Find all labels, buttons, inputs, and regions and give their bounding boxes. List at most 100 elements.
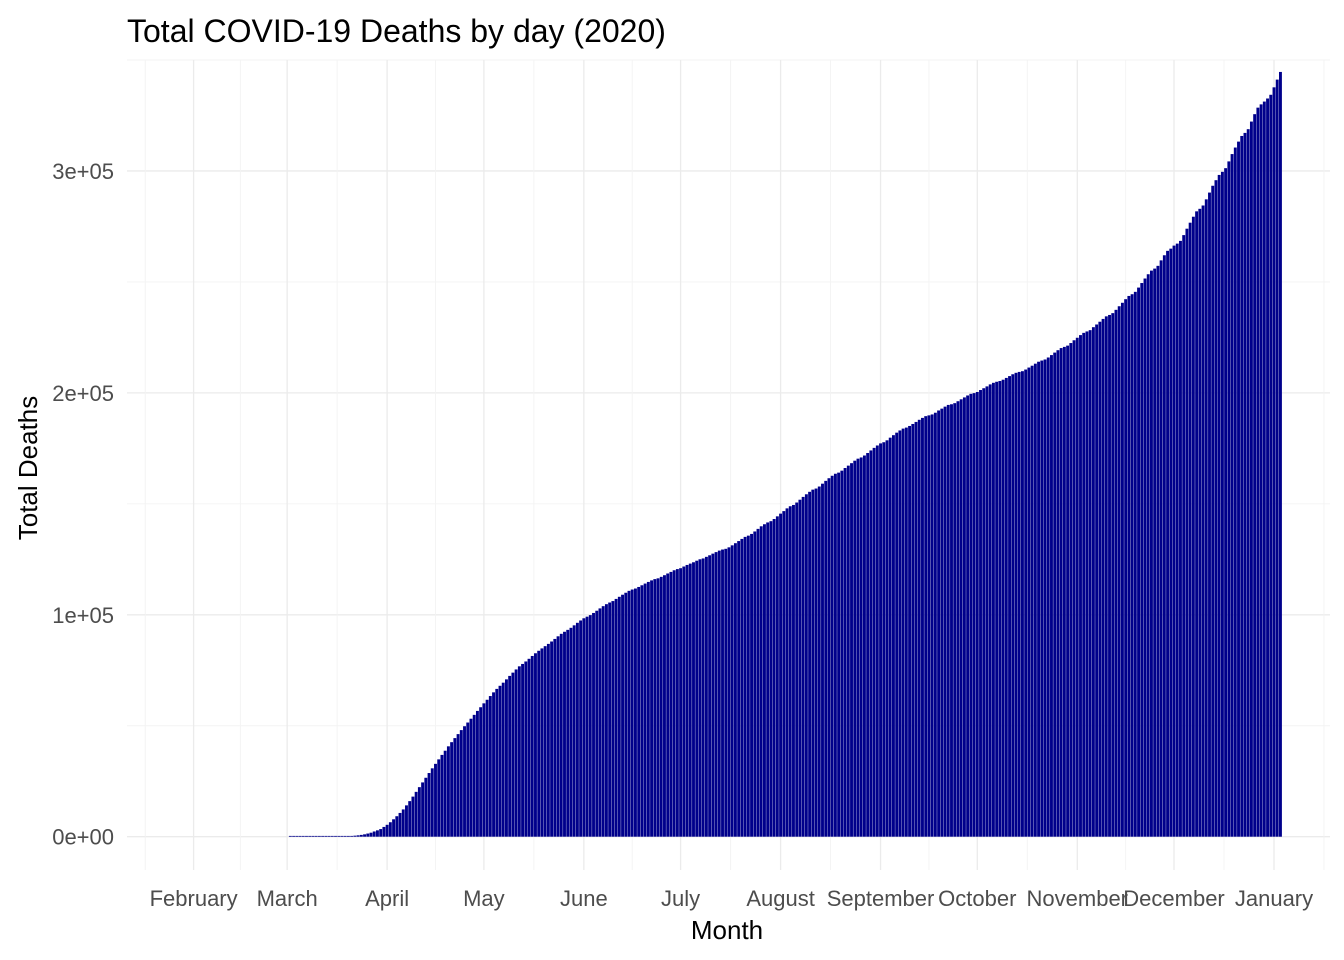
- bar: [556, 636, 560, 837]
- y-axis-title: Total Deaths: [13, 396, 43, 541]
- bar: [953, 403, 957, 837]
- bar: [1179, 240, 1182, 837]
- bar: [1253, 114, 1257, 837]
- bar: [608, 602, 612, 837]
- bar: [656, 578, 660, 837]
- bar: [911, 423, 915, 837]
- bar: [727, 547, 731, 837]
- bar: [398, 812, 402, 837]
- y-tick-label: 0e+00: [52, 825, 114, 850]
- bar: [801, 496, 805, 837]
- x-tick-label: April: [365, 886, 409, 911]
- bar: [446, 746, 450, 837]
- bar: [617, 596, 621, 837]
- bar: [1130, 294, 1134, 837]
- bar: [969, 393, 973, 837]
- bar: [508, 675, 512, 837]
- bar: [672, 570, 676, 837]
- bar: [585, 616, 589, 837]
- bar: [779, 513, 783, 837]
- bar: [846, 465, 850, 837]
- bar: [434, 763, 437, 837]
- bar: [962, 397, 966, 837]
- bar: [601, 606, 605, 837]
- bar: [972, 393, 976, 837]
- x-tick-label: December: [1123, 886, 1224, 911]
- bar: [421, 782, 425, 837]
- bar: [511, 672, 515, 837]
- bar: [933, 412, 937, 837]
- bar: [1169, 248, 1173, 837]
- bar: [530, 655, 534, 837]
- bar: [927, 415, 931, 837]
- bar: [1191, 216, 1195, 837]
- bar: [1162, 255, 1166, 837]
- bar: [1266, 98, 1269, 837]
- bar: [750, 533, 753, 837]
- bar: [756, 528, 760, 837]
- bar: [908, 425, 912, 837]
- bar: [1021, 371, 1024, 837]
- bar: [295, 835, 299, 837]
- bar: [1188, 222, 1192, 837]
- bar: [872, 447, 876, 837]
- bar: [524, 661, 528, 837]
- bar: [317, 835, 321, 837]
- bar: [334, 835, 337, 837]
- bar: [688, 563, 692, 837]
- bar: [1150, 270, 1153, 837]
- bar: [1269, 94, 1273, 837]
- bar: [998, 381, 1002, 837]
- bar: [376, 830, 379, 837]
- bar: [833, 473, 837, 837]
- bar: [1224, 168, 1228, 837]
- bar: [469, 718, 473, 837]
- bar: [1053, 352, 1057, 837]
- x-tick-label: September: [827, 886, 935, 911]
- bar: [995, 381, 999, 837]
- bar: [485, 699, 489, 837]
- bar: [466, 722, 470, 837]
- bar: [1204, 199, 1208, 837]
- bar: [359, 834, 363, 837]
- bar: [624, 592, 628, 837]
- bar: [501, 682, 505, 837]
- bar: [301, 835, 305, 837]
- bar: [495, 688, 499, 837]
- bar: [498, 685, 502, 837]
- bar: [540, 648, 544, 837]
- bar: [1249, 121, 1253, 837]
- bar: [1088, 330, 1092, 837]
- chart-title: Total COVID-19 Deaths by day (2020): [127, 13, 666, 49]
- bar: [553, 638, 557, 837]
- bar: [514, 669, 518, 837]
- x-tick-label: January: [1235, 886, 1313, 911]
- bar: [808, 491, 812, 837]
- bar: [450, 742, 454, 837]
- bar: [730, 545, 734, 837]
- bar: [830, 475, 834, 837]
- bar: [621, 594, 624, 837]
- bar: [492, 692, 495, 837]
- bar: [1140, 283, 1144, 837]
- bar: [340, 835, 344, 837]
- x-tick-label: November: [1027, 886, 1128, 911]
- bar: [785, 508, 789, 837]
- bar: [637, 586, 641, 837]
- bar: [440, 754, 444, 837]
- bar: [1143, 278, 1147, 837]
- bar: [698, 559, 702, 837]
- bar: [763, 524, 766, 837]
- x-tick-label: March: [257, 886, 318, 911]
- bar: [914, 421, 918, 837]
- bar: [650, 580, 654, 837]
- x-tick-label: October: [938, 886, 1016, 911]
- bar: [659, 576, 663, 837]
- x-tick-label: February: [150, 886, 238, 911]
- bar: [959, 399, 963, 837]
- bar: [634, 588, 637, 837]
- bar: [401, 809, 405, 837]
- bar: [537, 650, 541, 837]
- bar: [1017, 371, 1021, 837]
- bar: [792, 504, 795, 837]
